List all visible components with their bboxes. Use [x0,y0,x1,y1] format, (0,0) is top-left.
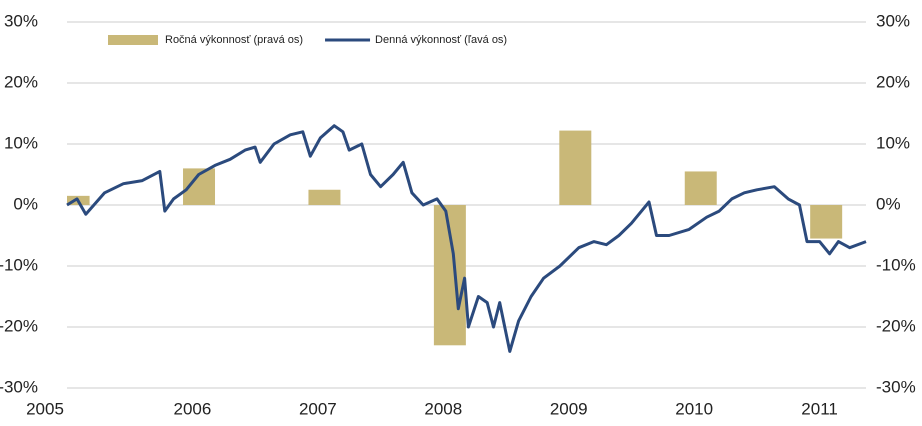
x-tick-label: 2008 [424,399,462,418]
y-tick-label: 10% [4,133,38,152]
y2-tick-label: 20% [876,72,910,91]
x-tick-label: 2009 [550,399,588,418]
y2-tick-label: -30% [876,377,916,396]
x-tick-label: 2005 [26,399,64,418]
y2-tick-label: -20% [876,316,916,335]
y-tick-label: -20% [0,316,38,335]
y-tick-label: -30% [0,377,38,396]
x-tick-label: 2010 [675,399,713,418]
y-tick-label: 0% [13,194,38,213]
y2-tick-label: 0% [876,194,901,213]
y-tick-label: 20% [4,72,38,91]
y2-tick-label: 30% [876,11,910,30]
y2-tick-label: 10% [876,133,910,152]
y-tick-label: -10% [0,255,38,274]
bar [810,205,843,239]
y2-tick-label: -10% [876,255,916,274]
legend-label: Denná výkonnosť (ľavá os) [375,34,507,46]
x-tick-label: 2007 [299,399,337,418]
legend-swatch [108,35,158,45]
bar [308,189,341,205]
y-tick-label: 30% [4,11,38,30]
line [66,124,867,353]
bar [559,130,592,205]
x-tick-label: 2011 [801,399,838,418]
x-tick-label: 2006 [174,399,212,418]
legend-label: Ročná výkonnosť (pravá os) [165,34,303,46]
bar [684,171,717,205]
